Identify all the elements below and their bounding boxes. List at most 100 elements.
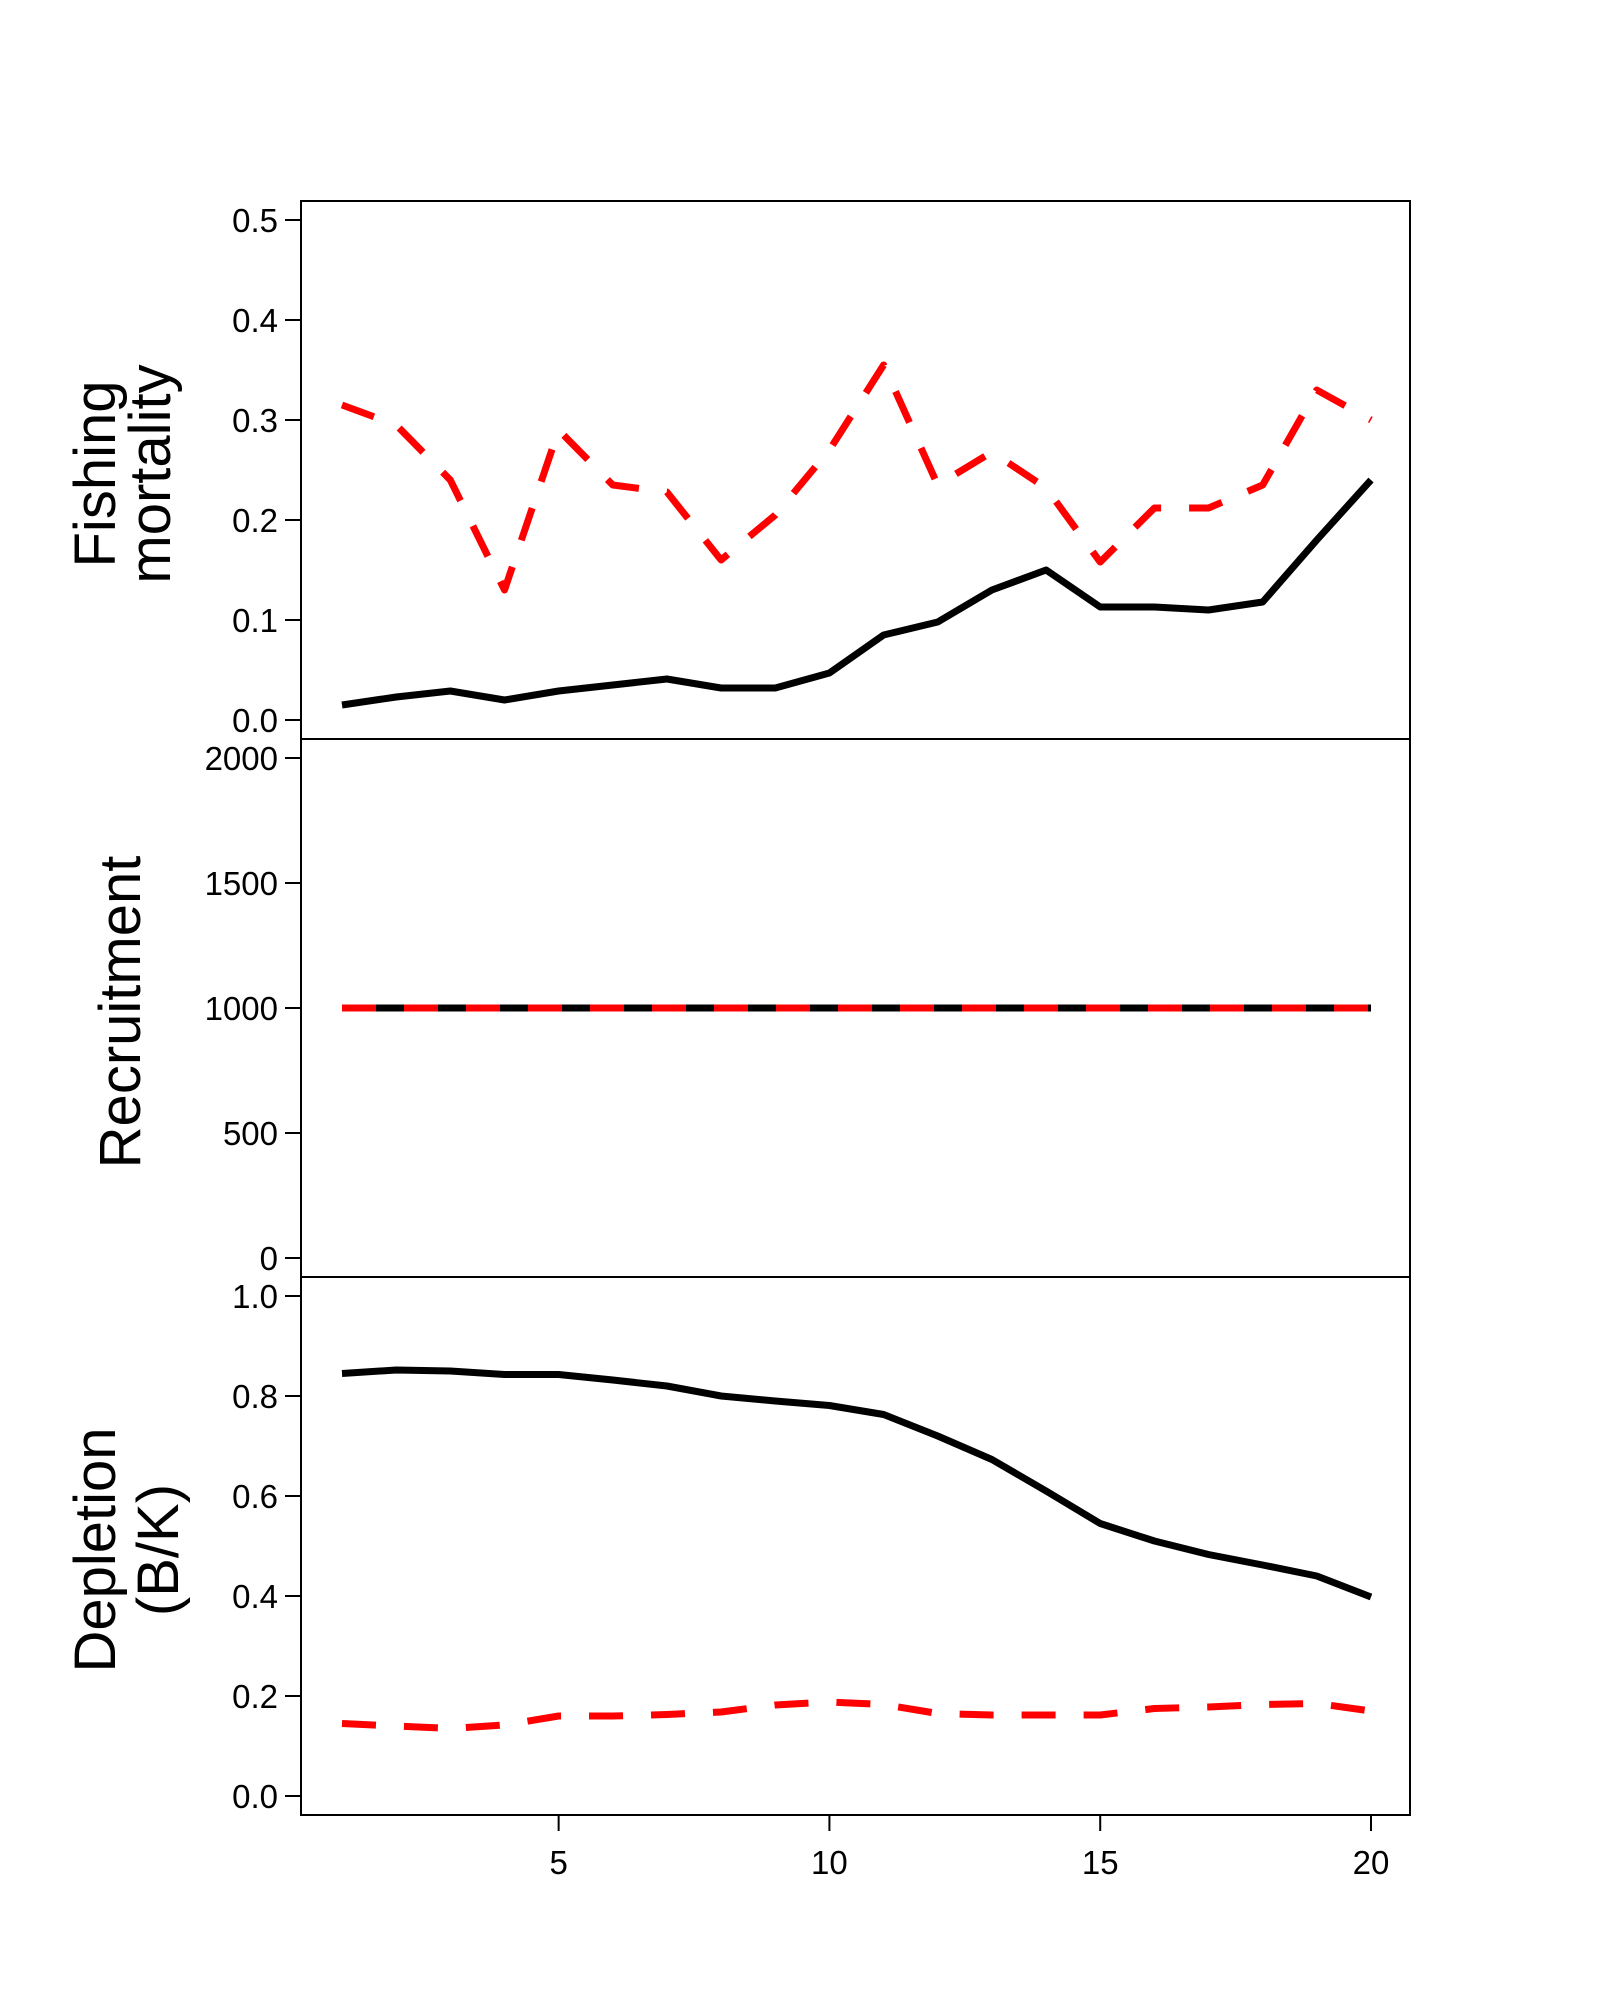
data-point-2-1-6: [610, 1005, 616, 1011]
data-point-1-0-6: [610, 682, 616, 688]
data-point-1-0-5: [556, 688, 562, 694]
data-point-3-0-4: [501, 1372, 507, 1378]
data-point-3-1-3: [447, 1726, 453, 1732]
data-point-2-1-4: [501, 1005, 507, 1011]
data-point-3-0-17: [1206, 1552, 1212, 1558]
data-point-3-1-19: [1314, 1701, 1320, 1707]
data-point-2-1-12: [935, 1005, 941, 1011]
data-point-3-0-1: [339, 1371, 345, 1377]
y-tick-label-2-0: 0: [260, 1240, 278, 1277]
data-point-1-0-3: [447, 688, 453, 694]
y-axis-title-3-line-1: Depletion: [63, 1427, 128, 1672]
data-point-1-1-12: [935, 482, 941, 488]
data-point-2-1-10: [826, 1005, 832, 1011]
data-point-1-1-13: [989, 449, 995, 455]
data-point-1-1-1: [339, 402, 345, 408]
data-point-1-0-13: [989, 587, 995, 593]
data-point-1-0-18: [1260, 599, 1266, 605]
y-tick-label-3-4: 0.8: [232, 1378, 278, 1415]
y-axis-title-1-line-2: mortality: [118, 364, 183, 583]
x-tick-label-2: 15: [1082, 1844, 1119, 1881]
data-point-3-0-14: [1043, 1488, 1049, 1494]
data-point-1-0-20: [1368, 477, 1374, 483]
data-point-1-1-6: [610, 482, 616, 488]
data-point-2-1-18: [1260, 1005, 1266, 1011]
y-tick-label-3-0: 0.0: [232, 1778, 278, 1815]
data-point-1-0-9: [772, 685, 778, 691]
data-point-3-0-2: [393, 1367, 399, 1373]
y-tick-label-2-2: 1000: [205, 990, 278, 1027]
data-point-3-0-18: [1260, 1562, 1266, 1568]
data-point-3-0-9: [772, 1398, 778, 1404]
data-point-2-1-16: [1151, 1005, 1157, 1011]
data-point-3-1-11: [881, 1702, 887, 1708]
data-point-3-0-19: [1314, 1573, 1320, 1579]
data-point-3-0-8: [718, 1393, 724, 1399]
data-point-1-0-11: [881, 632, 887, 638]
data-point-3-1-13: [989, 1712, 995, 1718]
data-point-3-0-11: [881, 1412, 887, 1418]
data-point-3-0-15: [1097, 1521, 1103, 1527]
data-point-3-1-5: [556, 1713, 562, 1719]
data-point-3-1-6: [610, 1713, 616, 1719]
data-point-3-1-2: [393, 1723, 399, 1729]
data-point-2-1-14: [1043, 1005, 1049, 1011]
y-tick-label-1-4: 0.4: [232, 302, 278, 339]
y-tick-label-3-3: 0.6: [232, 1478, 278, 1515]
data-point-1-1-17: [1206, 505, 1212, 511]
data-point-3-1-9: [772, 1702, 778, 1708]
series-line-3-red-dashed: [341, 1698, 1372, 1732]
data-point-2-1-11: [881, 1005, 887, 1011]
x-tick-label-3: 20: [1353, 1844, 1390, 1881]
data-point-3-1-15: [1097, 1712, 1103, 1718]
data-point-3-1-12: [935, 1711, 941, 1717]
y-tick-label-2-4: 2000: [205, 740, 278, 777]
data-point-1-1-19: [1314, 387, 1320, 393]
data-point-1-1-5: [556, 427, 562, 433]
y-axis-title-2-line-1: Recruitment: [88, 856, 153, 1169]
data-point-3-0-10: [826, 1403, 832, 1409]
data-point-2-1-7: [664, 1005, 670, 1011]
data-point-3-1-17: [1206, 1704, 1212, 1710]
data-point-3-0-16: [1151, 1538, 1157, 1544]
data-point-1-0-7: [664, 676, 670, 682]
data-point-1-1-18: [1260, 482, 1266, 488]
data-point-1-1-7: [664, 489, 670, 495]
data-point-3-1-18: [1260, 1702, 1266, 1708]
y-tick-label-3-1: 0.2: [232, 1678, 278, 1715]
y-tick-label-3-2: 0.4: [232, 1578, 278, 1615]
data-point-1-0-8: [718, 685, 724, 691]
data-point-1-0-19: [1314, 537, 1320, 543]
data-point-2-1-1: [339, 1005, 345, 1011]
x-tick-label-0: 5: [549, 1844, 567, 1881]
data-point-3-0-3: [447, 1368, 453, 1374]
series-line-3-black-solid: [341, 1366, 1373, 1601]
data-point-3-1-4: [501, 1722, 507, 1728]
data-point-3-1-14: [1043, 1712, 1049, 1718]
data-point-1-0-16: [1151, 604, 1157, 610]
data-point-3-0-6: [610, 1377, 616, 1383]
data-point-1-0-2: [393, 694, 399, 700]
data-point-1-1-3: [447, 477, 453, 483]
data-point-2-1-8: [718, 1005, 724, 1011]
data-point-2-1-20: [1368, 1005, 1374, 1011]
data-point-1-0-15: [1097, 604, 1103, 610]
data-point-2-1-15: [1097, 1005, 1103, 1011]
y-tick-label-1-0: 0.0: [232, 702, 278, 739]
y-axis-title-3-line-2: (B/K): [126, 1484, 191, 1616]
data-point-2-1-2: [393, 1005, 399, 1011]
data-point-3-0-13: [989, 1457, 995, 1463]
data-point-1-1-20: [1368, 417, 1374, 423]
data-point-2-1-5: [556, 1005, 562, 1011]
data-point-1-1-2: [393, 422, 399, 428]
series-line-1-red-dashed: [340, 361, 1373, 594]
y-tick-label-2-1: 500: [223, 1115, 278, 1152]
data-point-1-1-9: [772, 512, 778, 518]
y-tick-label-2-3: 1500: [205, 865, 278, 902]
data-point-3-1-7: [664, 1712, 670, 1718]
data-point-3-0-5: [556, 1372, 562, 1378]
data-point-2-1-3: [447, 1005, 453, 1011]
y-tick-label-1-5: 0.5: [232, 202, 278, 239]
data-point-3-1-16: [1151, 1706, 1157, 1712]
